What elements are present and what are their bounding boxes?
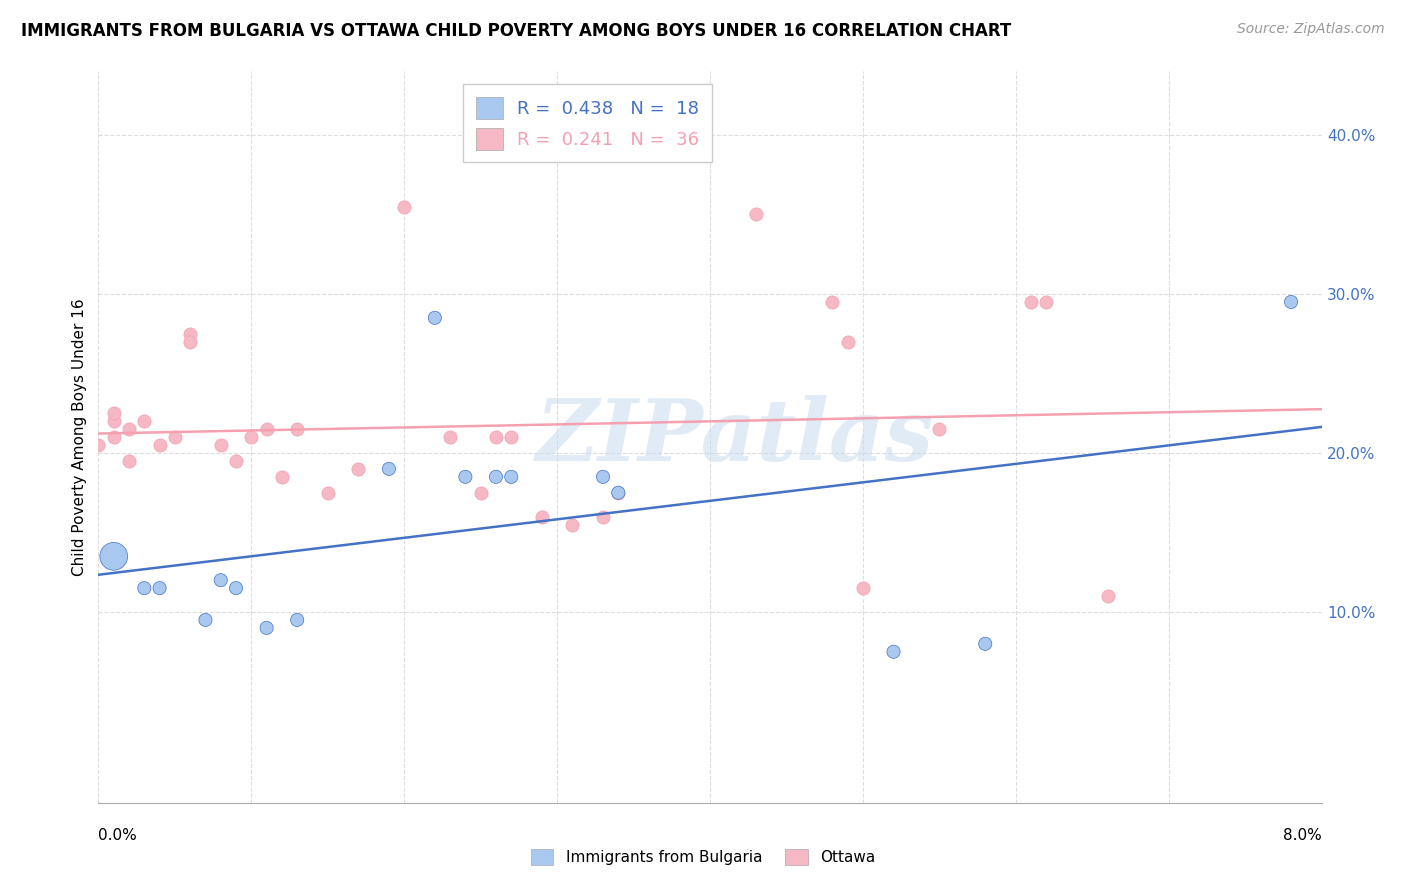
Point bbox=[852, 581, 875, 595]
Point bbox=[1019, 294, 1042, 309]
Point bbox=[928, 422, 950, 436]
Point bbox=[347, 462, 370, 476]
Point bbox=[103, 430, 125, 444]
Point bbox=[225, 454, 247, 468]
Point bbox=[149, 581, 172, 595]
Y-axis label: Child Poverty Among Boys Under 16: Child Poverty Among Boys Under 16 bbox=[72, 298, 87, 576]
Point bbox=[392, 200, 416, 214]
Point bbox=[256, 621, 278, 635]
Point bbox=[179, 334, 201, 349]
Point bbox=[592, 509, 614, 524]
Legend: Immigrants from Bulgaria, Ottawa: Immigrants from Bulgaria, Ottawa bbox=[524, 843, 882, 871]
Point bbox=[209, 573, 232, 587]
Point bbox=[209, 438, 232, 452]
Point bbox=[1035, 294, 1057, 309]
Point bbox=[837, 334, 859, 349]
Point bbox=[501, 470, 523, 484]
Point bbox=[103, 414, 125, 428]
Point bbox=[485, 430, 508, 444]
Legend: R =  0.438   N =  18, R =  0.241   N =  36: R = 0.438 N = 18, R = 0.241 N = 36 bbox=[464, 84, 711, 162]
Point bbox=[256, 422, 278, 436]
Point bbox=[561, 517, 583, 532]
Point bbox=[118, 454, 141, 468]
Point bbox=[1279, 294, 1302, 309]
Point bbox=[149, 438, 172, 452]
Point bbox=[285, 613, 308, 627]
Point bbox=[974, 637, 997, 651]
Point bbox=[745, 207, 768, 221]
Point bbox=[87, 438, 110, 452]
Text: Source: ZipAtlas.com: Source: ZipAtlas.com bbox=[1237, 22, 1385, 37]
Point bbox=[285, 422, 308, 436]
Point bbox=[225, 581, 247, 595]
Point bbox=[118, 422, 141, 436]
Point bbox=[163, 430, 186, 444]
Point bbox=[134, 581, 156, 595]
Point bbox=[883, 645, 905, 659]
Point bbox=[240, 430, 263, 444]
Point bbox=[470, 485, 492, 500]
Point bbox=[316, 485, 339, 500]
Point bbox=[607, 485, 630, 500]
Point bbox=[378, 462, 401, 476]
Point bbox=[485, 470, 508, 484]
Point bbox=[530, 509, 553, 524]
Point bbox=[134, 414, 156, 428]
Point bbox=[103, 406, 125, 420]
Point bbox=[103, 549, 125, 564]
Point bbox=[592, 470, 614, 484]
Point bbox=[454, 470, 477, 484]
Point bbox=[179, 326, 201, 341]
Text: IMMIGRANTS FROM BULGARIA VS OTTAWA CHILD POVERTY AMONG BOYS UNDER 16 CORRELATION: IMMIGRANTS FROM BULGARIA VS OTTAWA CHILD… bbox=[21, 22, 1011, 40]
Point bbox=[821, 294, 844, 309]
Point bbox=[270, 470, 294, 484]
Text: 0.0%: 0.0% bbox=[98, 829, 138, 844]
Point bbox=[423, 310, 446, 325]
Text: 8.0%: 8.0% bbox=[1282, 829, 1322, 844]
Text: ZIPatlas: ZIPatlas bbox=[536, 395, 934, 479]
Point bbox=[194, 613, 217, 627]
Point bbox=[1097, 589, 1119, 603]
Point bbox=[439, 430, 461, 444]
Point bbox=[501, 430, 523, 444]
Point bbox=[607, 485, 630, 500]
